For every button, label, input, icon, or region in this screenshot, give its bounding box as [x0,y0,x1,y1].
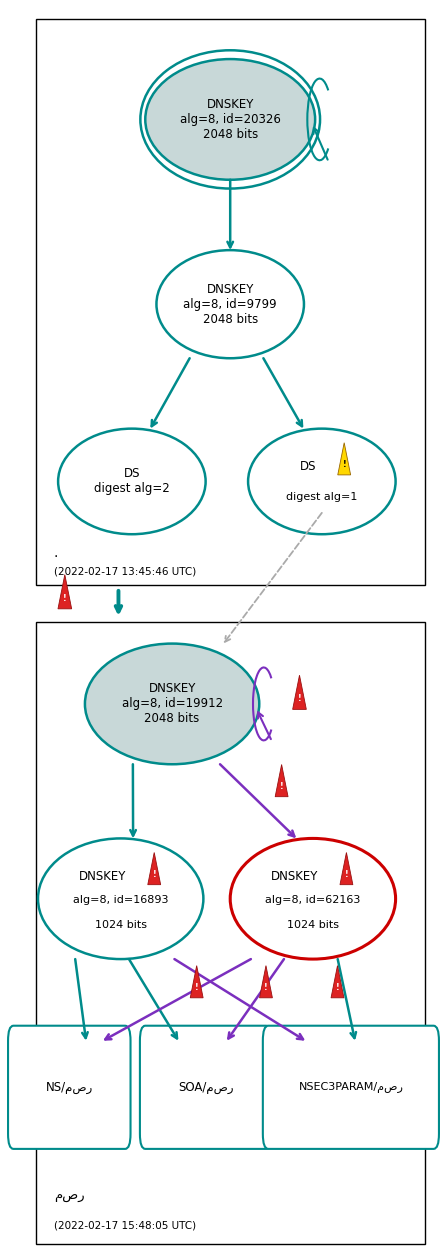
FancyBboxPatch shape [263,1026,439,1149]
Ellipse shape [230,838,396,959]
Text: alg=8, id=62163: alg=8, id=62163 [265,895,361,905]
Text: !: ! [336,983,339,992]
Polygon shape [293,675,306,709]
Polygon shape [338,442,350,475]
Text: !: ! [63,593,67,602]
FancyBboxPatch shape [8,1026,131,1149]
FancyBboxPatch shape [36,19,425,585]
Text: digest alg=1: digest alg=1 [286,491,358,502]
Polygon shape [260,965,272,998]
FancyBboxPatch shape [36,622,425,1244]
Ellipse shape [145,59,315,180]
FancyBboxPatch shape [140,1026,271,1149]
Text: DS
digest alg=2: DS digest alg=2 [94,468,170,495]
Text: !: ! [280,782,283,791]
Text: .: . [54,546,58,561]
Text: مصر: مصر [54,1190,84,1203]
Text: alg=8, id=16893: alg=8, id=16893 [73,895,169,905]
Polygon shape [275,764,288,797]
Text: DNSKEY
alg=8, id=20326
2048 bits: DNSKEY alg=8, id=20326 2048 bits [180,98,281,141]
Ellipse shape [248,429,396,534]
Text: !: ! [264,983,268,992]
Text: !: ! [345,870,348,879]
Polygon shape [190,965,203,998]
Text: (2022-02-17 13:45:46 UTC): (2022-02-17 13:45:46 UTC) [54,567,196,577]
Ellipse shape [85,644,259,764]
Text: !: ! [152,870,156,879]
Polygon shape [340,852,353,885]
Text: DS: DS [300,460,316,473]
Text: NS/مصر: NS/مصر [46,1081,93,1094]
Text: DNSKEY
alg=8, id=19912
2048 bits: DNSKEY alg=8, id=19912 2048 bits [122,683,223,725]
Ellipse shape [38,838,203,959]
Ellipse shape [156,250,304,358]
Polygon shape [148,852,160,885]
Ellipse shape [58,429,206,534]
Text: NSEC3PARAM/مصر: NSEC3PARAM/مصر [299,1082,403,1092]
Polygon shape [58,574,72,608]
Text: DNSKEY
alg=8, id=9799
2048 bits: DNSKEY alg=8, id=9799 2048 bits [183,283,277,326]
Text: 1024 bits: 1024 bits [95,920,147,930]
Text: DNSKEY: DNSKEY [79,870,127,882]
Text: (2022-02-17 15:48:05 UTC): (2022-02-17 15:48:05 UTC) [54,1221,196,1231]
Polygon shape [331,965,344,998]
Text: DNSKEY: DNSKEY [271,870,319,882]
Text: !: ! [298,694,301,703]
Text: !: ! [195,983,198,992]
Text: !: ! [342,460,346,469]
Text: 1024 bits: 1024 bits [287,920,339,930]
Text: SOA/مصر: SOA/مصر [178,1081,233,1094]
